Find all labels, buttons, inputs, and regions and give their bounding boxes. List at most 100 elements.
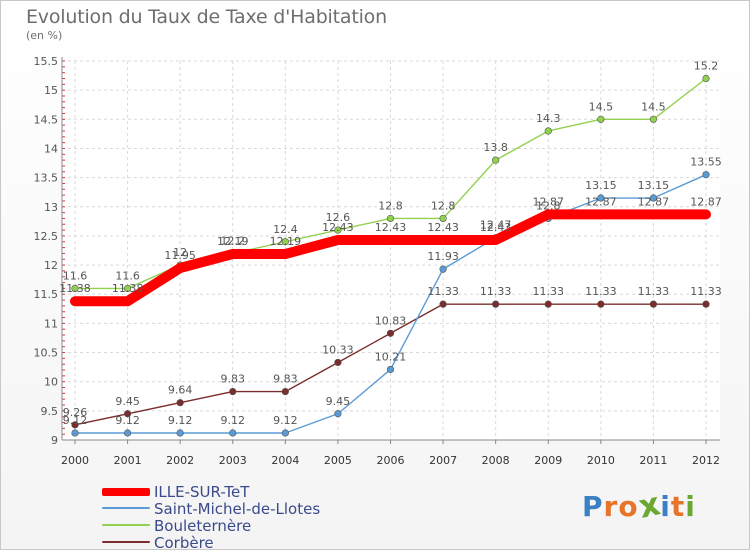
y-tick-label: 14 [44, 142, 58, 155]
data-label: 11.33 [480, 285, 512, 298]
y-tick-label: 12.5 [34, 230, 59, 243]
data-label: 13.55 [690, 156, 722, 169]
data-label: 10.83 [375, 314, 407, 327]
data-point [71, 284, 79, 293]
data-point [123, 410, 132, 418]
data-point [334, 410, 342, 418]
data-label: 12.2 [221, 234, 246, 247]
legend-swatch [102, 541, 150, 543]
legend-label: ILLE-SUR-TeT [154, 483, 250, 501]
plot-area [62, 61, 720, 440]
series-line [70, 209, 711, 307]
legend-label: Saint-Michel-de-Llotes [154, 500, 321, 518]
y-tick-label: 14.5 [34, 113, 59, 126]
y-tick-label: 15 [44, 84, 58, 97]
data-label: 12.4 [273, 223, 298, 236]
data-label: 9.45 [326, 395, 351, 408]
data-label: 9.45 [115, 395, 140, 408]
logo-letter: P [582, 490, 604, 523]
data-label: 11.33 [638, 285, 670, 298]
data-label: 11.33 [427, 285, 459, 298]
x-tick-label: 2000 [61, 454, 89, 467]
data-label: 11.33 [533, 285, 565, 298]
data-label: 11.95 [164, 249, 196, 262]
data-label: 12.87 [533, 195, 565, 208]
data-label: 12.47 [480, 219, 512, 232]
data-point [702, 300, 710, 308]
data-label: 9.26 [63, 406, 88, 419]
data-label: 9.12 [115, 414, 140, 427]
chart-title: Evolution du Taux de Taxe d'Habitation [26, 6, 387, 28]
data-point [123, 429, 132, 437]
y-tick-label: 12 [44, 259, 58, 272]
data-label: 9.83 [221, 373, 246, 386]
data-point [71, 429, 79, 437]
data-label: 12.43 [322, 221, 354, 234]
data-point [176, 399, 184, 407]
y-tick-label: 9.5 [41, 405, 59, 418]
x-tick-label: 2005 [324, 454, 352, 467]
y-tick-label: 11.5 [34, 288, 59, 301]
data-point [649, 300, 658, 308]
data-label: 11.38 [59, 282, 91, 295]
data-point [281, 238, 289, 246]
data-point [439, 214, 447, 223]
data-point [229, 388, 237, 396]
legend-swatch [102, 524, 150, 526]
data-label: 11.33 [690, 285, 722, 298]
x-tick-label: 2008 [482, 454, 510, 467]
data-point [334, 226, 342, 234]
x-tick-label: 2003 [219, 454, 247, 467]
x-tick-label: 2010 [587, 454, 615, 467]
data-point [439, 265, 447, 273]
data-label: 13.15 [638, 179, 670, 192]
legend-swatch [102, 507, 150, 509]
proxiti-logo: Proxiti [582, 484, 696, 526]
data-point [334, 358, 342, 367]
data-label: 9.12 [63, 414, 88, 427]
x-tick-label: 2011 [639, 454, 667, 467]
data-point [702, 74, 710, 83]
data-label: 11.6 [63, 269, 88, 282]
x-tick-label: 2002 [166, 454, 194, 467]
data-point [492, 156, 500, 164]
legend-label: Bouleternère [154, 517, 252, 535]
data-point [176, 429, 184, 437]
data-label: 12.87 [585, 195, 617, 208]
data-label: 11.93 [427, 250, 459, 263]
data-label: 9.12 [273, 414, 298, 427]
data-point [386, 365, 395, 374]
chart-subtitle: (en %) [26, 29, 63, 42]
x-tick-label: 2012 [692, 454, 720, 467]
data-point [123, 284, 132, 293]
data-point [597, 300, 605, 308]
x-tick-label: 2009 [534, 454, 562, 467]
data-point [649, 194, 658, 202]
logo-letter: o [618, 490, 639, 523]
data-point [544, 300, 552, 308]
data-point [439, 300, 447, 308]
data-label: 10.21 [375, 350, 407, 363]
data-point [492, 300, 500, 308]
data-label: 9.83 [273, 373, 298, 386]
logo-letter: r [603, 490, 619, 523]
y-tick-label: 11 [44, 317, 58, 330]
data-point [649, 115, 658, 123]
logo-letter: i [660, 490, 671, 523]
data-label: 12 [173, 246, 187, 259]
data-label: 14.5 [589, 100, 614, 113]
legend-swatch [102, 488, 150, 496]
data-point [702, 171, 710, 179]
logo-letter: t [670, 490, 686, 523]
data-point [597, 115, 605, 123]
data-point [597, 194, 605, 202]
y-tick-label: 10 [44, 376, 58, 389]
y-tick-label: 13 [44, 201, 58, 214]
data-label: 12.8 [378, 199, 403, 212]
data-point [281, 388, 289, 396]
data-point [386, 329, 395, 337]
data-label: 9.12 [221, 414, 246, 427]
data-point [386, 214, 395, 223]
data-label: 12.87 [690, 195, 722, 208]
data-label: 12.19 [270, 235, 302, 248]
